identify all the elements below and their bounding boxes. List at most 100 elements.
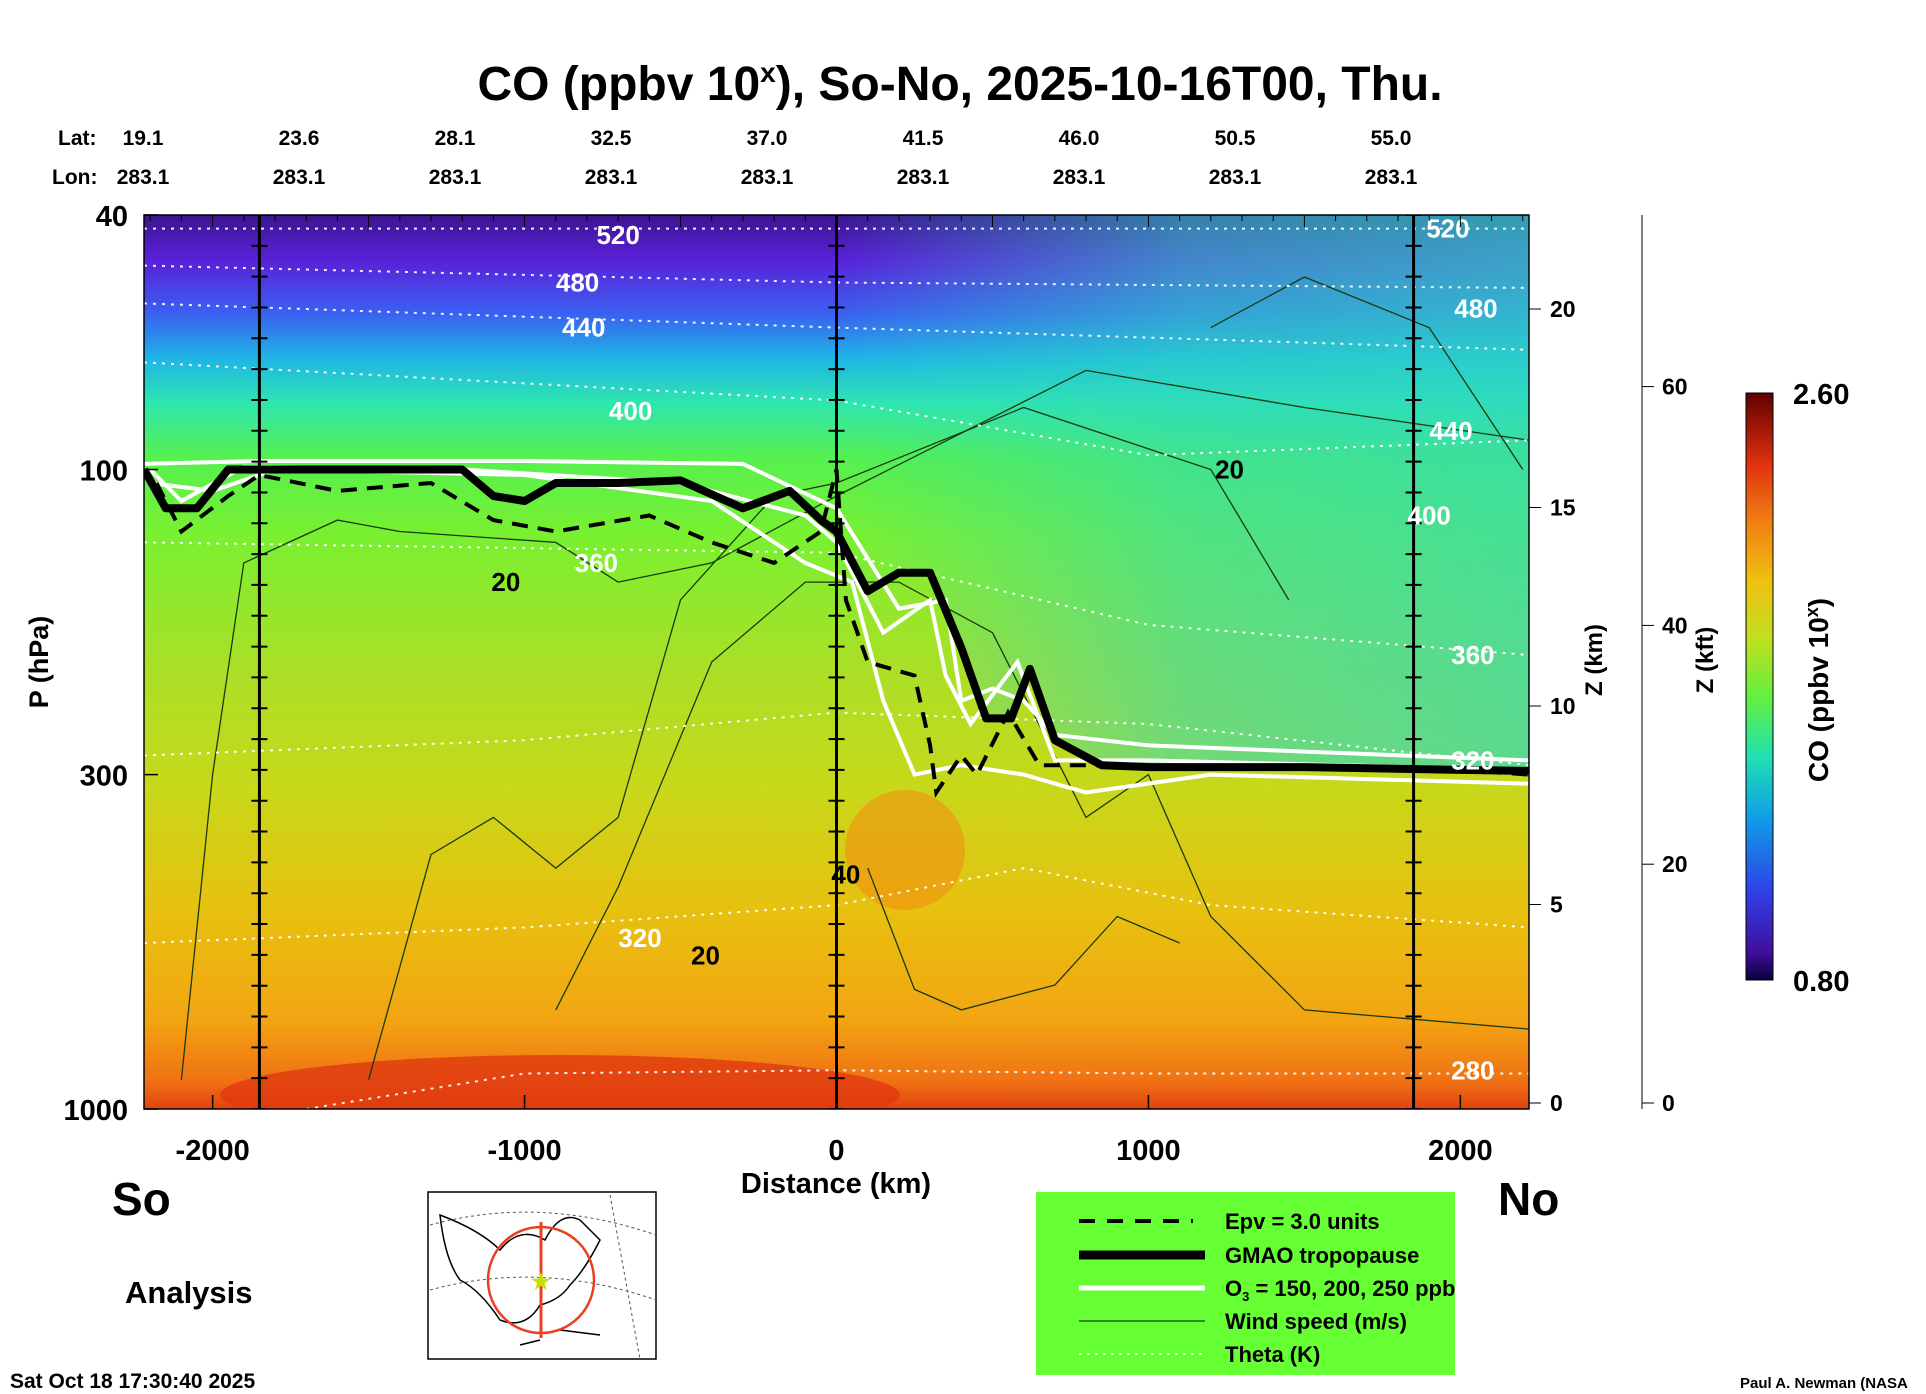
- zkm-tick-label: 5: [1550, 892, 1563, 918]
- co-high-surface: [220, 1055, 900, 1109]
- zkm-tick-label: 15: [1550, 495, 1576, 521]
- y-tick-label: 300: [80, 761, 128, 793]
- theta-label: 320: [618, 923, 661, 953]
- lat-lon-row: 19.1 283.1 23.6 283.1 28.1 283.1 32.5 283.1 37.0…: [117, 127, 1418, 189]
- longitude-value: 283.1: [429, 166, 482, 189]
- analysis-label: Analysis: [125, 1275, 253, 1310]
- wind-label: 40: [831, 860, 860, 890]
- credit: Paul A. Newman (NASA: [1740, 1375, 1908, 1392]
- theta-label: 440: [1429, 416, 1472, 446]
- y-tick-label: 100: [80, 455, 128, 487]
- theta-label: 360: [575, 548, 618, 578]
- wind-speed-contours: [180, 276, 1529, 1080]
- longitude-value: 283.1: [897, 166, 950, 189]
- latitude-value: 28.1: [435, 127, 476, 150]
- colorbar-label: CO (ppbv 10x): [1802, 598, 1834, 782]
- latitude-value: 46.0: [1059, 127, 1100, 150]
- wind-speed-contour: [367, 406, 1290, 1080]
- chart-title: CO (ppbv 10x), So-No, 2025-10-16T00, Thu…: [477, 57, 1442, 111]
- y-tick-label: 40: [96, 201, 128, 233]
- colorbar-max: 2.60: [1793, 379, 1849, 411]
- latitude-grid: [429, 1194, 657, 1360]
- longitude-value: 283.1: [741, 166, 794, 189]
- colorbar-min: 0.80: [1793, 966, 1849, 998]
- tropopause-line: [144, 465, 1529, 775]
- wind-label: 20: [491, 567, 520, 597]
- theta-contour: [144, 264, 1529, 289]
- theta-label: 520: [596, 220, 639, 250]
- theta-label: 520: [1426, 214, 1469, 244]
- theta-contour: [144, 867, 1529, 944]
- colorbar: [1745, 392, 1774, 981]
- theta-contour: [144, 302, 1529, 351]
- zkft-axis-label: Z (kft): [1692, 627, 1719, 694]
- zkft-tick-label: 60: [1662, 374, 1688, 400]
- y-tick-label: 1000: [63, 1095, 128, 1127]
- zkft-tick-label: 0: [1662, 1090, 1675, 1116]
- longitude-value: 283.1: [585, 166, 638, 189]
- zkm-tick-label: 0: [1550, 1090, 1563, 1116]
- epv-contour: [154, 469, 1529, 798]
- wind-label: 20: [1215, 454, 1244, 484]
- longitude-value: 283.1: [273, 166, 326, 189]
- latitude-value: 32.5: [591, 127, 632, 150]
- svg-text:Wind speed (m/s): Wind speed (m/s): [1225, 1309, 1407, 1334]
- zkft-tick-label: 20: [1662, 851, 1688, 877]
- lat-label: Lat:: [58, 127, 97, 150]
- svg-text:O3 = 150, 200, 250 ppb: O3 = 150, 200, 250 ppb: [1225, 1276, 1455, 1304]
- longitude-value: 283.1: [117, 166, 170, 189]
- x-tick-label: -1000: [487, 1135, 561, 1167]
- north-label: No: [1498, 1173, 1559, 1225]
- timestamp: Sat Oct 18 17:30:40 2025: [10, 1370, 255, 1393]
- svg-text:Theta (K): Theta (K): [1225, 1342, 1320, 1367]
- longitude-value: 283.1: [1209, 166, 1262, 189]
- legend: Epv = 3.0 units GMAO tropopause O3 = 150…: [1036, 1192, 1455, 1375]
- latitude-value: 37.0: [747, 127, 788, 150]
- wind-speed-contour: [1210, 276, 1524, 470]
- wind-speed-contour: [867, 867, 1180, 1011]
- y-axis-label: P (hPa): [24, 616, 54, 709]
- wind-label: 20: [691, 940, 720, 970]
- latitude-value: 23.6: [279, 127, 320, 150]
- latitude-value: 41.5: [903, 127, 944, 150]
- x-axis-label: Distance (km): [741, 1168, 931, 1200]
- x-tick-label: 2000: [1428, 1135, 1493, 1167]
- legend-box: [1036, 1192, 1455, 1375]
- center-star-icon: ★: [531, 1269, 551, 1294]
- x-tick-label: -2000: [176, 1135, 250, 1167]
- zkm-tick-label: 20: [1550, 296, 1576, 322]
- axes: -2000 -1000 0 1000 2000 40 100 300 1000 0 5 10 15 20 0…: [63, 201, 1687, 1167]
- sounding-lines: [251, 215, 1422, 1109]
- theta-label: 320: [1451, 745, 1494, 775]
- co-high-pocket: [845, 790, 965, 910]
- tropopause-polyline: [144, 465, 1529, 775]
- zkm-tick-label: 10: [1550, 693, 1576, 719]
- wind-speed-contour: [555, 581, 1529, 1030]
- contour-labels: 520 480 440 400 360 320 520 480 440 400 360 320 280 2…: [491, 214, 1497, 1085]
- epv-line: [154, 469, 1529, 798]
- zkft-tick-label: 40: [1662, 612, 1688, 638]
- theta-label: 400: [1407, 500, 1450, 530]
- latitude-value: 55.0: [1371, 127, 1412, 150]
- latitude-value: 50.5: [1215, 127, 1256, 150]
- theta-label: 480: [556, 267, 599, 297]
- zkm-axis-label: Z (km): [1581, 624, 1608, 696]
- lon-label: Lon:: [52, 166, 97, 189]
- theta-label: 440: [562, 313, 605, 343]
- coastline: [439, 1213, 601, 1346]
- svg-text:Epv = 3.0 units: Epv = 3.0 units: [1225, 1209, 1380, 1234]
- map-inset: ★: [427, 1191, 657, 1360]
- x-tick-label: 0: [828, 1135, 844, 1167]
- theta-label: 280: [1451, 1055, 1494, 1085]
- wind-speed-contour: [180, 369, 1529, 1080]
- longitude-value: 283.1: [1365, 166, 1418, 189]
- theta-label: 400: [609, 396, 652, 426]
- plot-area: 520 480 440 400 360 320 520 480 440 400 360 320 280 2…: [144, 214, 1529, 1109]
- svg-text:GMAO tropopause: GMAO tropopause: [1225, 1243, 1419, 1268]
- longitude-value: 283.1: [1053, 166, 1106, 189]
- theta-label: 480: [1454, 293, 1497, 323]
- latitude-value: 19.1: [123, 127, 164, 150]
- south-label: So: [112, 1173, 171, 1225]
- co-field-stratosphere-right: [836, 215, 1529, 771]
